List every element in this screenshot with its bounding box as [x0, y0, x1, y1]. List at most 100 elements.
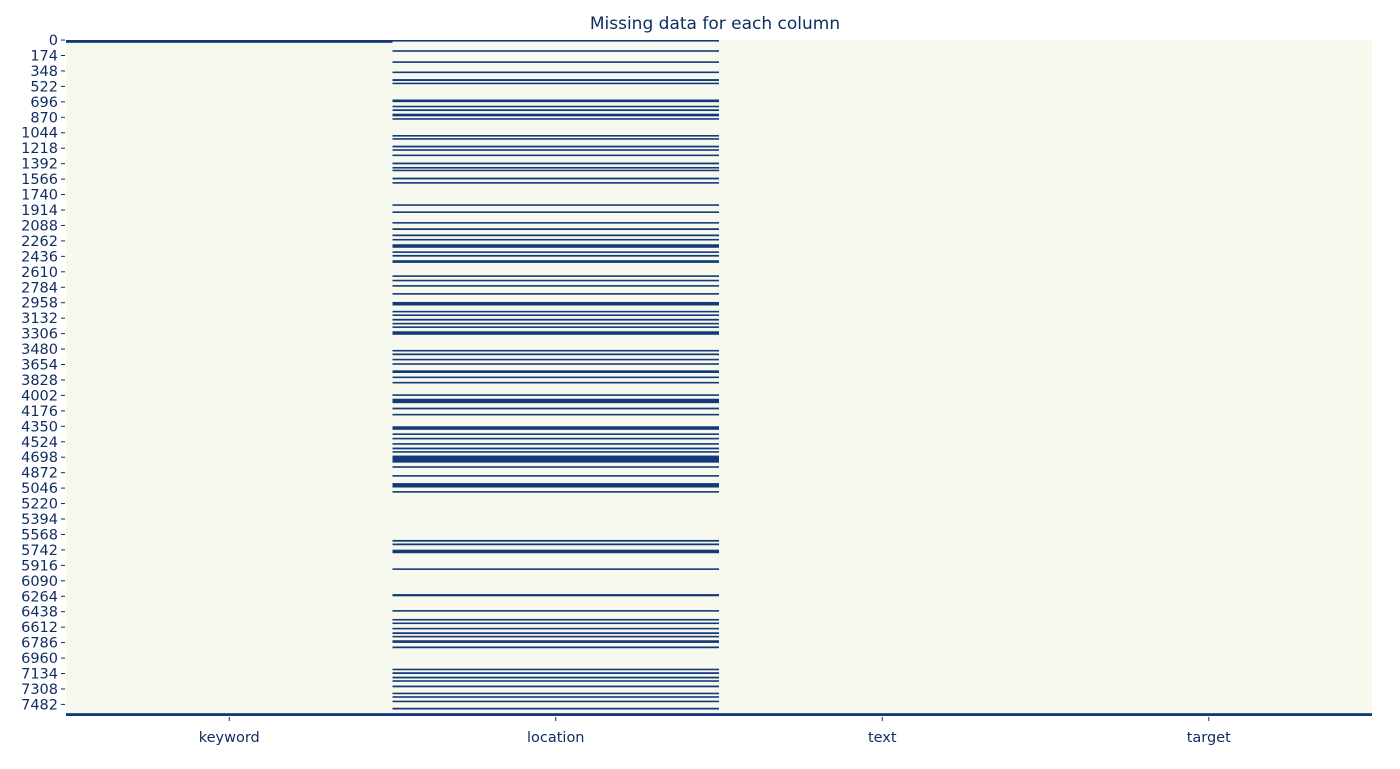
missing-band-location-73: [392, 632, 719, 635]
x-axis-ticks: keyword location text target: [199, 717, 1231, 746]
missing-band-location-78: [392, 672, 719, 674]
missing-band-location-84: [392, 700, 719, 703]
y-tick-label-34: 5916: [21, 558, 58, 574]
missing-band-location-46: [392, 370, 719, 373]
missing-band-location-82: [392, 692, 719, 695]
y-tick-label-15: 2610: [21, 265, 58, 281]
y-tick-label-16: 2784: [21, 280, 58, 296]
missing-band-location-85: [392, 707, 719, 710]
missing-band-location-7: [392, 105, 719, 108]
y-tick-label-1: 174: [30, 48, 58, 64]
missing-band-location-70: [392, 618, 719, 621]
y-tick-label-4: 696: [30, 95, 58, 111]
missing-band-location-77: [392, 668, 719, 671]
y-tick-label-6: 1044: [21, 126, 58, 142]
y-tick-label-10: 1740: [21, 188, 58, 204]
missing-band-location-54: [392, 433, 719, 435]
y-tick-label-20: 3480: [21, 342, 58, 358]
missing-band-location-19: [392, 177, 719, 180]
y-tick-label-12: 2088: [21, 218, 58, 234]
missing-band-location-28: [392, 251, 719, 253]
y-tick-label-2: 348: [30, 64, 58, 80]
y-tick-label-31: 5394: [21, 512, 58, 528]
y-tick-label-25: 4350: [21, 419, 58, 435]
y-tick-label-7: 1218: [21, 141, 58, 157]
missing-band-location-11: [392, 135, 719, 137]
missing-band-location-80: [392, 680, 719, 682]
y-tick-label-8: 1392: [21, 157, 58, 173]
missing-band-location-39: [392, 322, 719, 325]
missing-band-location-6: [392, 99, 719, 103]
missing-band-location-48: [392, 381, 719, 384]
missing-band-location-23: [392, 222, 719, 224]
missing-band-location-43: [392, 353, 719, 356]
missing-band-location-67: [392, 568, 719, 570]
missing-band-location-0: [392, 40, 719, 42]
x-tick-label-keyword: keyword: [199, 730, 260, 746]
missing-band-location-35: [392, 301, 719, 306]
column-present-target: [1045, 40, 1372, 716]
missing-band-location-14: [392, 149, 719, 151]
missing-band-location-49: [392, 394, 719, 396]
missing-band-keyword-1: [66, 713, 393, 716]
missing-band-location-76: [392, 646, 719, 649]
missing-band-location-21: [392, 204, 719, 206]
missing-band-location-41: [392, 331, 719, 335]
column-present-text: [719, 40, 1046, 716]
missing-band-location-1: [392, 50, 719, 52]
missing-band-location-18: [392, 169, 719, 172]
y-tick-label-35: 6090: [21, 574, 58, 590]
y-tick-label-11: 1914: [21, 203, 58, 219]
y-tick-label-33: 5742: [21, 543, 58, 559]
heatmap-cells: [66, 40, 1372, 716]
y-tick-label-27: 4698: [21, 450, 58, 466]
missing-band-location-69: [392, 610, 719, 612]
missing-band-location-63: [392, 491, 719, 493]
missing-band-location-40: [392, 326, 719, 328]
y-tick-label-22: 3828: [21, 373, 58, 389]
missing-band-location-50: [392, 398, 719, 404]
missing-band-target-0: [1045, 713, 1372, 716]
missing-band-location-38: [392, 318, 719, 321]
missing-band-location-8: [392, 109, 719, 112]
y-tick-label-30: 5220: [21, 497, 58, 513]
missing-band-location-71: [392, 622, 719, 625]
y-tick-label-39: 6786: [21, 636, 58, 652]
y-tick-label-9: 1566: [21, 172, 58, 188]
y-tick-label-0: 0: [49, 33, 58, 49]
missing-band-location-61: [392, 475, 719, 477]
y-tick-label-36: 6264: [21, 589, 58, 605]
missing-band-location-81: [392, 685, 719, 688]
y-tick-label-17: 2958: [21, 296, 58, 312]
missing-band-location-30: [392, 260, 719, 263]
y-tick-label-37: 6438: [21, 605, 58, 621]
missing-band-location-15: [392, 154, 719, 157]
y-tick-label-24: 4176: [21, 404, 58, 420]
y-tick-label-43: 7482: [21, 697, 58, 713]
y-tick-label-5: 870: [30, 110, 58, 126]
missing-band-location-42: [392, 349, 719, 352]
missing-band-location-34: [392, 293, 719, 295]
missing-band-location-9: [392, 113, 719, 117]
y-tick-label-18: 3132: [21, 311, 58, 327]
missing-band-location-10: [392, 118, 719, 120]
missing-band-location-12: [392, 138, 719, 140]
missing-band-location-62: [392, 483, 719, 488]
missing-band-location-17: [392, 166, 719, 169]
missing-band-location-79: [392, 676, 719, 679]
missing-band-location-13: [392, 145, 719, 148]
y-tick-label-26: 4524: [21, 435, 58, 451]
missing-band-location-75: [392, 640, 719, 643]
missing-band-location-60: [392, 466, 719, 468]
x-tick-label-target: target: [1187, 730, 1231, 746]
y-axis-ticks: 0174348522696870104412181392156617401914…: [21, 33, 65, 713]
missing-band-location-5: [392, 82, 719, 85]
missing-band-location-59: [392, 455, 719, 463]
missing-band-location-37: [392, 314, 719, 316]
x-tick-label-location: location: [527, 730, 585, 746]
missing-band-location-4: [392, 79, 719, 82]
missing-band-location-24: [392, 228, 719, 231]
missing-band-location-25: [392, 234, 719, 237]
